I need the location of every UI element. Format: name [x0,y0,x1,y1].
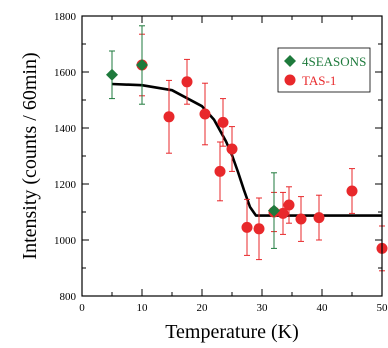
data-point [346,168,358,214]
data-point [277,191,289,235]
circle-marker [163,111,175,123]
axis-layer: 0 10 20 30 40 50 800 1000 1200 1400 1600 1800 [54,11,388,314]
series-layer [106,25,388,272]
data-point [253,197,265,261]
legend-label: TAS-1 [302,73,336,88]
circle-marker [283,199,295,211]
fit-curve [111,82,382,217]
circle-marker [181,76,193,88]
series-tas-1 [136,33,388,272]
y-tick-label: 1200 [54,179,77,191]
y-tick-label: 1600 [54,67,77,79]
x-tick-label: 40 [317,302,329,314]
y-tick-label: 1000 [54,235,77,247]
data-point [295,196,307,242]
diamond-marker [268,204,280,217]
legend-item: 4SEASONS [284,54,366,69]
x-tick-label: 50 [377,302,388,314]
circle-marker [313,212,325,224]
diamond-marker [136,59,148,71]
circle-marker [214,165,226,177]
data-point [163,79,175,154]
data-point [283,186,295,224]
y-tick-label: 800 [60,291,77,303]
circle-marker [226,143,238,155]
diamond-marker [106,68,118,81]
circle-marker [217,116,229,128]
data-point [199,82,211,146]
data-point [241,198,253,256]
fit-layer [111,82,382,217]
y-tick-label: 1800 [54,11,77,23]
y-axis-label: Intensity (counts / 60min) [19,52,41,259]
x-tick-label: 30 [257,302,269,314]
data-point [106,50,118,100]
data-point [136,25,148,105]
data-point [268,172,280,249]
circle-marker [253,223,265,235]
circle-marker [241,221,253,233]
legend-swatch [284,55,296,67]
circle-marker [346,185,358,197]
data-point [226,126,238,172]
x-tick-label: 10 [137,302,149,314]
legend-label: 4SEASONS [302,54,366,69]
circle-marker [199,108,211,120]
circle-marker [295,213,307,225]
series-4seasons [106,25,280,249]
legend: 4SEASONS TAS-1 [277,47,371,93]
circle-marker [277,207,289,219]
data-point [313,194,325,241]
data-point [214,141,226,202]
legend-box [277,47,371,93]
x-tick-label: 0 [79,302,85,314]
data-point [181,58,193,105]
x-axis-label: Temperature (K) [165,321,299,343]
legend-item: TAS-1 [284,73,336,88]
x-tick-label: 20 [197,302,209,314]
y-tick-label: 1400 [54,123,77,135]
legend-swatch [284,74,296,86]
data-point [217,98,229,147]
